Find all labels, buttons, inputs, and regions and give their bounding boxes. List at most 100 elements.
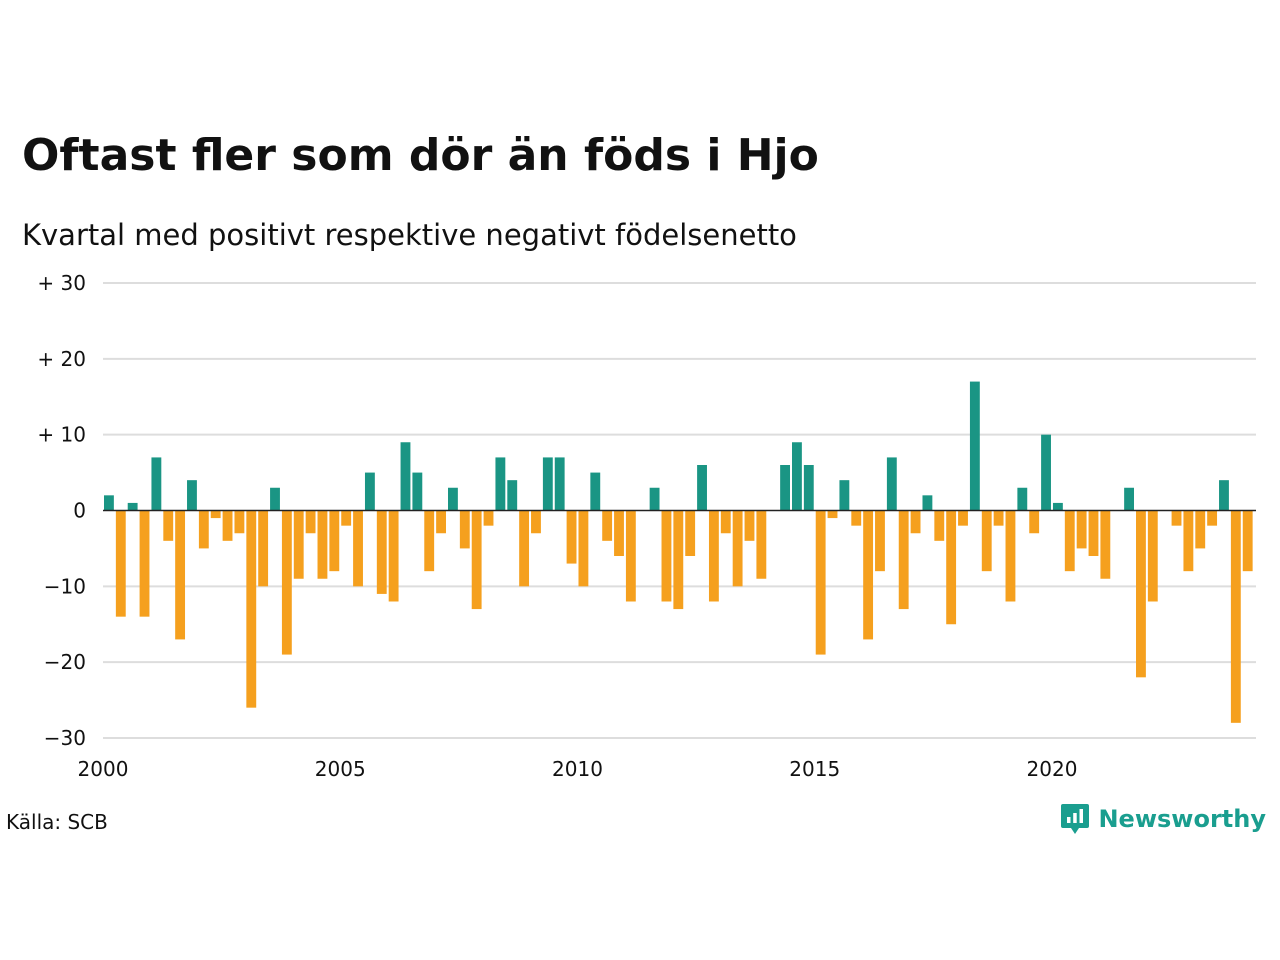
bar-negative <box>1005 510 1016 602</box>
bar-negative <box>531 510 541 534</box>
y-tick-label: + 10 <box>37 423 86 447</box>
bar-negative <box>198 510 209 549</box>
bar-positive <box>922 495 933 511</box>
bar-negative <box>258 510 269 587</box>
bar-negative <box>827 510 838 519</box>
chart-subtitle: Kvartal med positivt respektive negativt… <box>22 218 797 252</box>
source-note: Källa: SCB <box>6 810 108 834</box>
bar-negative <box>175 510 186 640</box>
bar-negative <box>459 510 470 549</box>
y-tick-label: + 30 <box>37 271 86 295</box>
bar-negative <box>898 510 909 610</box>
x-tick-label: 2020 <box>1027 757 1078 781</box>
bar-negative <box>1171 510 1182 526</box>
bar-positive <box>127 502 138 511</box>
bar-positive <box>1017 487 1028 511</box>
bar-positive <box>792 442 802 511</box>
y-tick-label: 0 <box>73 499 86 523</box>
bar-negative <box>222 510 233 541</box>
bar-negative <box>436 510 446 534</box>
bar-negative <box>1183 510 1194 572</box>
bar-positive <box>590 472 601 511</box>
bar-negative <box>1207 510 1218 526</box>
bar-negative <box>863 510 874 640</box>
bar-positive <box>507 480 518 511</box>
bar-negative <box>614 510 624 556</box>
bars <box>104 381 1253 723</box>
bar-positive <box>448 487 458 511</box>
bar-positive <box>1124 487 1134 511</box>
bar-negative <box>281 510 292 655</box>
bar-positive <box>1041 434 1051 511</box>
bar-positive <box>1052 502 1063 511</box>
grid-lines <box>103 282 1256 739</box>
bar-negative <box>685 510 696 556</box>
bar-negative <box>910 510 921 534</box>
x-axis-labels: 2000 2005 2010 2015 2020 <box>78 757 1078 781</box>
bar-positive <box>1219 480 1229 511</box>
bar-positive <box>554 457 565 511</box>
bar-negative <box>602 510 613 541</box>
bar-negative <box>519 510 530 587</box>
y-tick-label: + 20 <box>37 347 86 371</box>
y-tick-label: −30 <box>44 726 86 750</box>
bar-positive <box>364 472 375 511</box>
bar-negative <box>329 510 340 572</box>
brand-logo: Newsworthy <box>1060 802 1266 836</box>
bar-negative <box>317 510 328 579</box>
chart-title: Oftast fler som dör än föds i Hjo <box>22 130 819 181</box>
bar-positive <box>400 442 411 511</box>
bar-negative <box>1147 510 1158 602</box>
bar-negative <box>234 510 245 534</box>
y-axis-labels: + 30 + 20 + 10 0 −10 −20 −30 <box>37 271 86 750</box>
bar-negative <box>720 510 731 534</box>
bar-positive <box>697 465 707 511</box>
bar-positive <box>495 457 506 511</box>
bar-negative <box>875 510 885 572</box>
bar-negative <box>1076 510 1087 549</box>
y-tick-label: −10 <box>44 574 86 598</box>
bar-negative <box>851 510 862 526</box>
bar-positive <box>542 457 553 511</box>
bar-negative <box>305 510 316 534</box>
bar-negative <box>163 510 174 541</box>
bar-negative <box>246 510 257 708</box>
bar-negative <box>578 510 589 587</box>
bar-negative <box>993 510 1004 526</box>
bar-negative <box>958 510 968 526</box>
x-tick-label: 2015 <box>789 757 840 781</box>
bar-positive <box>412 472 423 511</box>
bar-positive <box>839 480 850 511</box>
bar-positive <box>187 480 197 511</box>
bar-positive <box>886 457 897 511</box>
bar-negative <box>139 510 150 617</box>
bar-negative <box>376 510 387 594</box>
bar-positive <box>649 487 660 511</box>
bar-negative <box>1100 510 1111 579</box>
bar-positive <box>151 457 162 511</box>
bar-negative <box>471 510 482 610</box>
bar-positive <box>969 381 980 511</box>
bar-negative <box>1136 510 1146 678</box>
bar-negative <box>732 510 743 587</box>
bar-negative <box>708 510 719 602</box>
bar-negative <box>210 510 221 519</box>
x-tick-label: 2010 <box>552 757 603 781</box>
bar-negative <box>353 510 363 587</box>
bar-negative <box>744 510 755 541</box>
bar-negative <box>1242 510 1253 572</box>
x-tick-label: 2005 <box>315 757 366 781</box>
bar-negative <box>1230 510 1241 723</box>
bar-negative <box>1088 510 1099 556</box>
bar-negative <box>661 510 672 602</box>
brand-name: Newsworthy <box>1098 805 1266 833</box>
bar-negative <box>483 510 494 526</box>
bar-negative <box>1195 510 1206 549</box>
bar-negative <box>1064 510 1075 572</box>
bar-positive <box>803 465 814 511</box>
bar-negative <box>115 510 126 617</box>
bar-negative <box>566 510 577 564</box>
bar-positive <box>104 495 114 511</box>
bar-negative <box>625 510 636 602</box>
bar-negative <box>388 510 399 602</box>
